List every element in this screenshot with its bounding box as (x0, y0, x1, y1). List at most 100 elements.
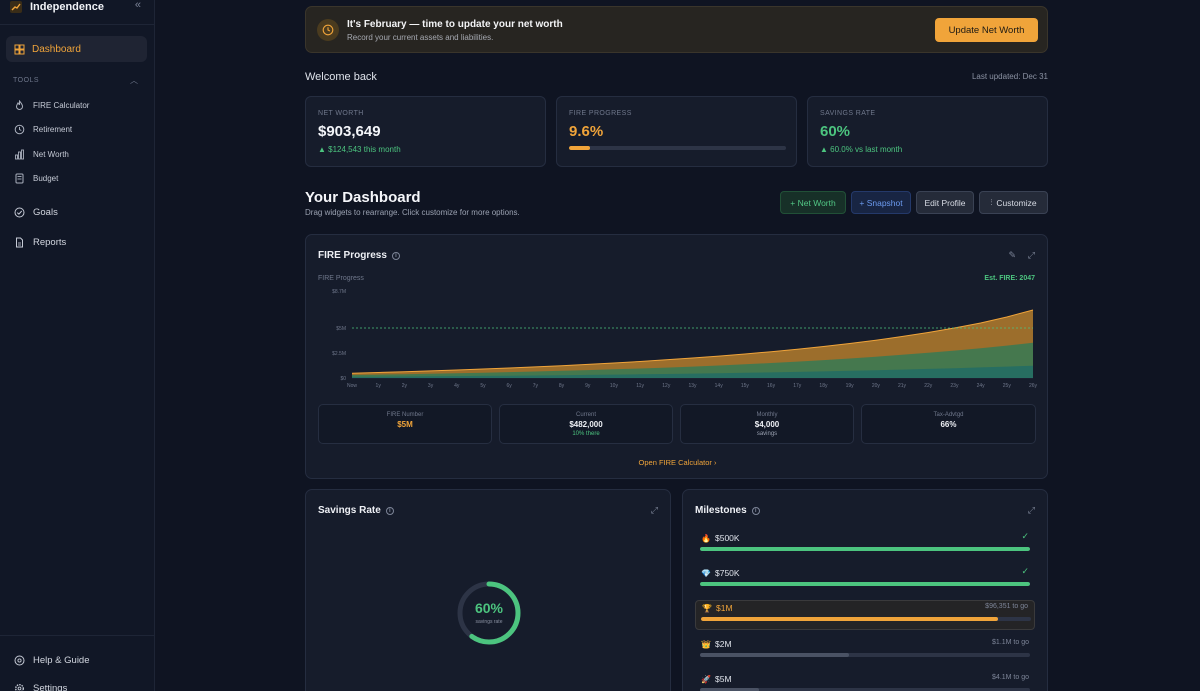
x-tick-label: 12y (662, 383, 671, 389)
sidebar-item-label: Help & Guide (33, 654, 90, 666)
info-icon[interactable]: i (751, 506, 760, 515)
savings-rate-card[interactable]: SAVINGS RATE 60% ▲ 60.0% vs last month (807, 96, 1048, 167)
mini-value: $482,000 (569, 420, 603, 429)
sidebar-item-net-worth[interactable]: Net Worth (14, 146, 69, 162)
x-tick-label: 26y (1029, 383, 1038, 389)
widget-title-text: Milestones (695, 505, 747, 516)
expand-icon[interactable]: ⤢ (1027, 250, 1035, 260)
x-tick-label: 23y (950, 383, 959, 389)
widget-title: FIRE Progress i (318, 250, 400, 261)
add-snapshot-button[interactable]: + Snapshot (851, 191, 911, 214)
milestone-item[interactable]: 🚀 $5M $4.1M to go (695, 672, 1035, 691)
dashboard-icon (14, 44, 25, 54)
x-tick-label: 10y (610, 383, 619, 389)
tools-section-label: TOOLS (13, 77, 40, 84)
milestone-progress-bar (700, 653, 1030, 657)
bar-chart-icon (15, 149, 24, 159)
milestone-label: $5M (715, 674, 732, 684)
stat-change: ▲ 60.0% vs last month (820, 145, 903, 154)
x-tick-label: 3y (428, 383, 434, 389)
x-tick-label: 11y (636, 383, 644, 389)
milestone-progress-bar (700, 688, 1030, 691)
sidebar-item-retirement[interactable]: Retirement (14, 121, 72, 137)
sidebar-item-budget[interactable]: Budget (14, 170, 58, 186)
milestone-label: $500K (715, 533, 740, 543)
x-tick-label: 25y (1003, 383, 1012, 389)
stat-value: 60% (820, 123, 851, 140)
mini-value: 66% (940, 420, 957, 429)
sidebar-item-settings[interactable]: Settings (14, 680, 67, 691)
collapse-sidebar-icon[interactable]: « (134, 0, 141, 11)
sidebar-item-fire-calculator[interactable]: FIRE Calculator (14, 97, 89, 113)
info-icon[interactable]: i (391, 251, 400, 260)
x-tick-label: 6y (507, 383, 513, 389)
dashboard-title: Your Dashboard (305, 189, 421, 206)
stat-change: ▲ $124,543 this month (318, 145, 401, 154)
milestone-item[interactable]: 💎 $750K ✓ (695, 566, 1035, 596)
sidebar-item-label: Reports (33, 236, 67, 248)
sidebar-item-goals[interactable]: Goals (14, 204, 58, 220)
dashboard-subtitle: Drag widgets to rearrange. Click customi… (305, 208, 520, 217)
widget-title: Milestones i (695, 505, 760, 516)
x-tick-label: 13y (688, 383, 697, 389)
sidebar-item-dashboard[interactable]: Dashboard (6, 36, 147, 62)
banner-subtitle: Record your current assets and liabiliti… (347, 33, 494, 42)
open-fire-calculator-link[interactable]: Open FIRE Calculator › (638, 458, 717, 467)
milestone-item[interactable]: 👑 $2M $1.1M to go (695, 637, 1035, 667)
widget-title-text: FIRE Progress (318, 250, 387, 261)
sidebar-item-label: Dashboard (32, 43, 81, 55)
sidebar-item-reports[interactable]: Reports (14, 234, 66, 250)
fire-progress-card[interactable]: FIRE PROGRESS 9.6% (556, 96, 797, 167)
edit-icon[interactable]: ✎ (1008, 250, 1016, 260)
info-icon[interactable]: i (385, 506, 394, 515)
expand-icon[interactable]: ⤢ (650, 505, 658, 515)
stat-value: 9.6% (569, 123, 604, 140)
update-banner: It's February — time to update your net … (305, 6, 1048, 53)
series-line (351, 309, 1034, 374)
calculator-icon (15, 173, 24, 183)
update-net-worth-button[interactable]: Update Net Worth (935, 18, 1038, 42)
chart-label: FIRE Progress (318, 275, 364, 282)
mini-label: Monthly (756, 412, 778, 418)
customize-button[interactable]: ⫶ Customize (979, 191, 1048, 214)
widget-title: Savings Rate i (318, 505, 394, 516)
check-icon: ✓ (1021, 531, 1029, 541)
current-stat: Current $482,000 10% there (499, 404, 673, 444)
est-fire-label: Est. FIRE: 2047 (984, 275, 1035, 282)
clock-icon (317, 19, 339, 41)
x-tick-label: 9y (585, 383, 591, 389)
milestone-item[interactable]: 🔥 $500K ✓ (695, 531, 1035, 561)
divider (0, 635, 155, 636)
edit-profile-button[interactable]: Edit Profile (916, 191, 974, 214)
sidebar-item-label: FIRE Calculator (33, 100, 90, 110)
brand[interactable]: Independence « (10, 0, 145, 14)
expand-icon[interactable]: ⤢ (1027, 505, 1035, 515)
sidebar-item-label: Net Worth (33, 149, 69, 159)
sidebar-item-label: Goals (33, 206, 58, 218)
trophy-icon: 🏆 (702, 604, 712, 613)
area-series-2 (352, 365, 1033, 378)
x-tick-label: 22y (924, 383, 933, 389)
crown-icon: 👑 (701, 640, 711, 649)
stat-value: $903,649 (318, 123, 381, 140)
mini-label: Current (575, 412, 596, 418)
x-tick-label: 5y (480, 383, 486, 389)
sliders-icon: ⫶ (990, 197, 993, 207)
chevron-up-icon[interactable]: ︿ (130, 76, 138, 85)
milestone-label: $750K (715, 568, 740, 578)
x-tick-label: 24y (977, 383, 986, 389)
area-series-1 (352, 342, 1033, 378)
sidebar-item-help[interactable]: Help & Guide (14, 652, 90, 668)
gear-icon (15, 683, 24, 691)
progress-fill (700, 688, 760, 691)
mini-value: $4,000 (754, 420, 780, 429)
divider (0, 24, 155, 25)
savings-rate-donut: 60% savings rate (456, 580, 522, 646)
milestones-widget: Milestones i ⤢ 🔥 $500K ✓ 💎 $750K ✓ 🏆 $1M $96,351 … (682, 489, 1048, 691)
milestone-remaining: $4.1M to go (992, 674, 1029, 681)
net-worth-card[interactable]: NET WORTH $903,649 ▲ $124,543 this month (305, 96, 546, 167)
x-tick-label: 17y (793, 383, 802, 389)
milestone-item[interactable]: 🏆 $1M $96,351 to go (695, 600, 1035, 630)
add-net-worth-button[interactable]: + Net Worth (780, 191, 846, 214)
x-tick-label: 2y (402, 383, 408, 389)
